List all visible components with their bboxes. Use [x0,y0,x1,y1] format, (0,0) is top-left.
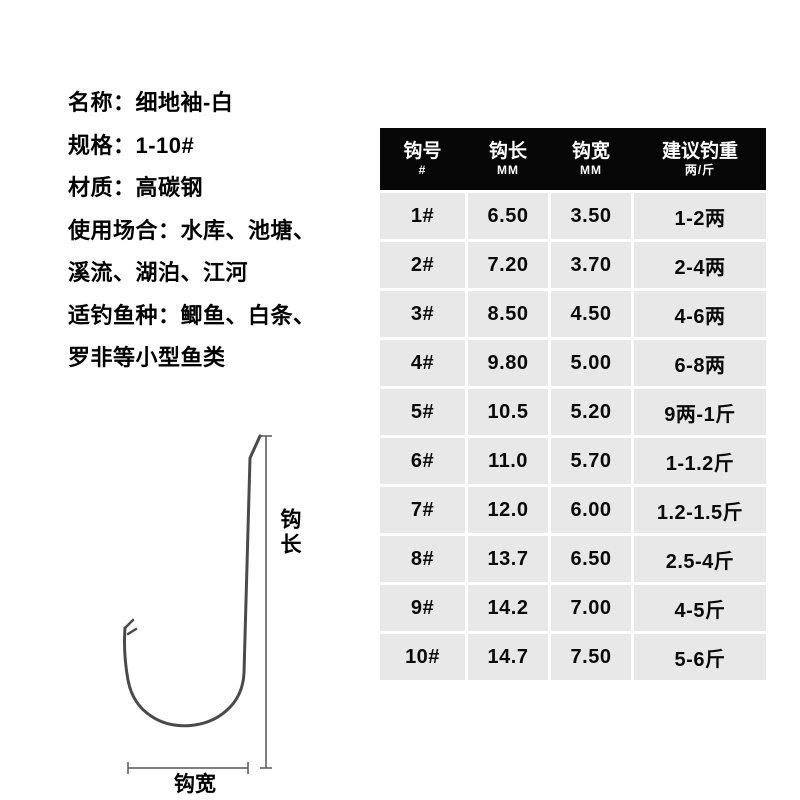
table-cell: 4# [380,340,465,386]
table-cell: 6# [380,438,465,484]
header-subtitle: # [418,162,427,177]
table-cell: 7# [380,487,465,533]
table-cell: 4.50 [551,291,631,337]
table-cell: 6.50 [551,536,631,582]
table-cell: 7.20 [468,242,548,288]
table-cell: 5.70 [551,438,631,484]
table-cell: 1# [380,193,465,239]
header-subtitle: MM [497,162,519,177]
header-title: 钩宽 [571,140,610,162]
hook-diagram: 钩长 钩宽 [88,428,338,798]
product-info: 名称：细地袖-白 规格：1-10# 材质：高碳钢使用场合：水库、池塘、 溪流、湖泊、江… [68,82,368,380]
header-cell: 钩宽 MM [551,128,631,190]
header-title: 建议钓重 [661,140,738,162]
hook-outline [122,434,262,728]
table-cell: 6-8两 [634,340,766,386]
spec-table-body: 1# 6.50 3.50 1-2两 2# 7.20 3.70 2-4两 3# 8.50 4.50 4-… [380,193,766,680]
table-cell: 2.5-4斤 [634,536,766,582]
header-subtitle: 两/斤 [684,162,716,177]
info-line: 罗非等小型鱼类 [68,345,226,370]
table-cell: 1-2两 [634,193,766,239]
table-cell: 3# [380,291,465,337]
table-cell: 2-4两 [634,242,766,288]
info-line: 使用场合：水库、池塘、 [68,217,316,243]
info-line: 适钓鱼种：鲫鱼、白条、 [68,302,316,328]
table-cell: 1.2-1.5斤 [634,487,766,533]
info-line: 名称：细地袖-白 [68,90,234,115]
table-cell: 14.7 [468,634,548,680]
table-cell: 5.20 [551,389,631,435]
hook-width-label: 钩宽 [174,773,216,796]
table-cell: 3.50 [551,193,631,239]
spec-table-header: 钩号 # 钩长 MM 钩宽 MM 建议钓重 两/斤 [380,128,766,190]
table-cell: 10.5 [468,389,548,435]
table-cell: 9两-1斤 [634,389,766,435]
table-cell: 10# [380,634,465,680]
table-cell: 8.50 [468,291,548,337]
table-cell: 5-6斤 [634,634,766,680]
header-title: 钩长 [488,140,527,162]
info-line: 溪流、湖泊、江河 [68,260,249,285]
table-cell: 4-6两 [634,291,766,337]
table-cell: 3.70 [551,242,631,288]
table-cell: 5# [380,389,465,435]
table-cell: 6.50 [468,193,548,239]
table-cell: 8# [380,536,465,582]
header-cell: 钩长 MM [468,128,548,190]
header-subtitle: MM [580,162,602,177]
spec-table: 钩号 # 钩长 MM 钩宽 MM 建议钓重 两/斤 1# 6.50 3.50 1-2两 2# 7.20 3… [380,128,766,680]
header-cell: 钩号 # [380,128,465,190]
fishing-hook-illustration [122,434,272,774]
table-cell: 9.80 [468,340,548,386]
table-cell: 14.2 [468,585,548,631]
table-cell: 13.7 [468,536,548,582]
table-cell: 7.00 [551,585,631,631]
table-cell: 5.00 [551,340,631,386]
table-cell: 7.50 [551,634,631,680]
header-cell: 建议钓重 两/斤 [634,128,766,190]
table-cell: 9# [380,585,465,631]
table-cell: 4-5斤 [634,585,766,631]
hook-length-label: 钩长 [278,508,301,558]
table-cell: 11.0 [468,438,548,484]
table-cell: 2# [380,242,465,288]
info-line: 规格：1-10# [68,132,195,158]
hook-barb [123,618,138,636]
header-title: 钩号 [403,140,442,162]
table-cell: 6.00 [551,487,631,533]
table-cell: 12.0 [468,487,548,533]
table-cell: 1-1.2斤 [634,438,766,484]
info-line: 材质：高碳钢 [68,175,204,200]
